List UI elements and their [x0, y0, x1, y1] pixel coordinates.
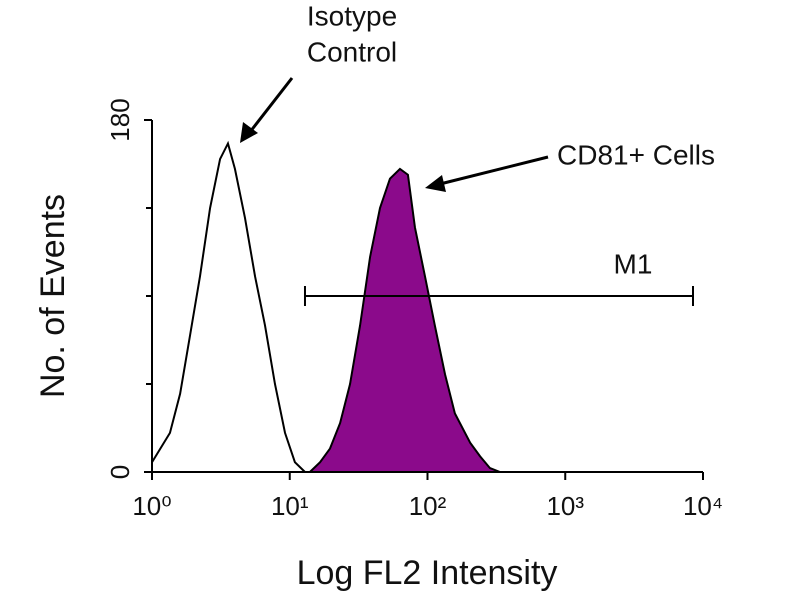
line [309, 167, 501, 473]
area [309, 168, 501, 472]
annotation: Control [307, 36, 397, 67]
annotation-arrow [439, 155, 549, 186]
x-tick-label: 10¹ [271, 491, 309, 521]
annotation: CD81+ Cells [557, 139, 715, 170]
y-axis-title: No. of Events [34, 194, 72, 398]
y-tick-label: 180 [105, 98, 135, 141]
arrowhead [240, 122, 258, 143]
marker-label: M1 [614, 248, 653, 279]
x-tick-label: 10⁰ [132, 491, 171, 521]
arrowhead [425, 175, 446, 192]
y-tick-label: 0 [105, 465, 135, 479]
x-axis-title: Log FL2 Intensity [297, 554, 558, 592]
annotation-arrow [248, 77, 294, 133]
x-tick-label: 10⁴ [683, 491, 723, 521]
x-tick-label: 10³ [546, 491, 584, 521]
annotation: Isotype [307, 0, 397, 31]
line [151, 140, 306, 473]
x-tick-label: 10² [409, 491, 447, 521]
